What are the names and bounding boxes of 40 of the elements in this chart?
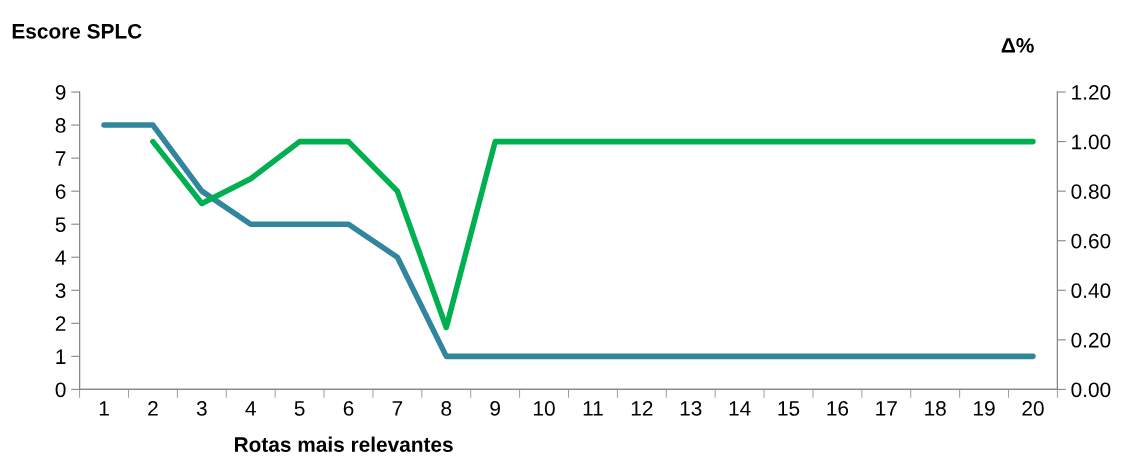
y-tick-label: 6 — [55, 184, 66, 199]
y2-axis-title: Δ% — [1001, 38, 1034, 53]
x-tick-label: 14 — [729, 401, 751, 416]
y2-tick-label: 1.00 — [1072, 134, 1111, 150]
x-tick-label: 2 — [148, 401, 158, 416]
x-tick-label: 18 — [925, 401, 946, 416]
y-axis-title: Escore SPLC — [12, 23, 142, 39]
y2-tick-label: 0.80 — [1071, 184, 1111, 199]
y-tick-label: 9 — [55, 85, 66, 100]
x-tick-label: 20 — [1022, 401, 1044, 416]
y-tick-label: 5 — [55, 217, 66, 232]
x-tick-label: 9 — [490, 401, 500, 416]
y2-tick-label: 0.00 — [1071, 382, 1111, 398]
x-tick-label: 8 — [441, 401, 452, 416]
x-tick-label: 19 — [974, 401, 995, 416]
y2-tick-label: 0.20 — [1071, 332, 1111, 348]
x-tick-label: 7 — [392, 401, 403, 416]
y-tick-label: 4 — [55, 250, 66, 265]
y-tick-label: 2 — [55, 316, 66, 331]
x-tick-label: 3 — [196, 401, 207, 416]
x-tick-label: 15 — [778, 401, 800, 416]
x-tick-label: 6 — [343, 401, 354, 416]
x-tick-label: 4 — [245, 401, 256, 416]
y2-tick-label: 0.40 — [1071, 283, 1111, 299]
x-tick-label: 11 — [583, 401, 603, 416]
x-tick-label: 13 — [680, 401, 702, 416]
y2-tick-label: 0.60 — [1071, 233, 1111, 249]
y2-tick-label: 1.20 — [1072, 85, 1111, 100]
y-tick-label: 1 — [56, 349, 66, 364]
x-axis-title: Rotas mais relevantes — [234, 436, 453, 452]
x-tick-label: 5 — [294, 401, 305, 416]
y-tick-label: 7 — [55, 151, 66, 166]
x-tick-label: 16 — [827, 401, 849, 416]
x-tick-label: 1 — [99, 401, 109, 416]
y-tick-label: 3 — [55, 283, 66, 299]
y-tick-label: 0 — [55, 382, 66, 398]
x-tick-label: 17 — [876, 401, 897, 416]
x-tick-label: 10 — [534, 401, 555, 416]
x-tick-label: 12 — [631, 401, 653, 416]
y-tick-label: 8 — [55, 118, 66, 133]
